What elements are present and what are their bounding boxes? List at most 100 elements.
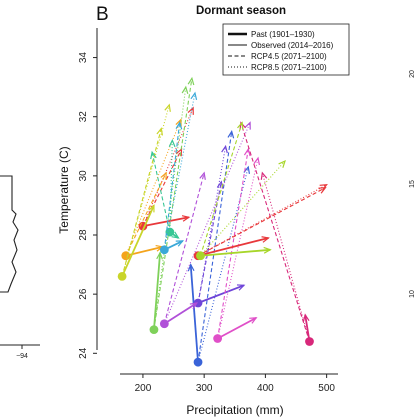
arrow-head xyxy=(190,91,198,101)
arrow-head xyxy=(189,302,199,310)
x-ticks: 200 300 400 500 xyxy=(135,374,335,394)
past-point xyxy=(305,337,314,346)
trajectory-series xyxy=(159,121,251,329)
arrow-head xyxy=(171,231,180,239)
arrow-head xyxy=(181,85,189,95)
y-ticks: 24 26 28 30 32 34 xyxy=(78,52,97,359)
arrow-head xyxy=(164,103,171,112)
arrow-head xyxy=(187,106,194,115)
y-tick-label: 24 xyxy=(78,347,89,359)
arrow-head xyxy=(237,121,244,130)
observed-arrow xyxy=(197,284,245,304)
rcp85-arrow xyxy=(142,107,194,227)
observed-arrow xyxy=(304,314,311,342)
past-point xyxy=(213,334,223,343)
plot-area xyxy=(117,76,328,367)
observed-arrow xyxy=(189,264,199,363)
arrow-head xyxy=(181,215,191,222)
arrow-head xyxy=(150,150,157,160)
arrow-head xyxy=(249,317,258,324)
x-tick-label: 300 xyxy=(196,383,213,394)
trajectory-series xyxy=(187,130,251,367)
arrow-head xyxy=(227,130,235,139)
arrow-head xyxy=(187,76,195,86)
arrow-head xyxy=(319,184,328,191)
arrow-head xyxy=(148,204,155,213)
arrow-head xyxy=(199,171,206,180)
past-point xyxy=(121,251,131,261)
trajectory-series xyxy=(193,184,328,261)
arrow-head xyxy=(263,246,272,254)
legend: Past (1901–1930) Observed (2014–2016) RC… xyxy=(222,23,350,76)
arrow-head xyxy=(236,284,246,291)
x-axis-title: Precipitation (mm) xyxy=(186,403,283,417)
past-point xyxy=(193,357,203,367)
legend-entry: Past (1901–1930) xyxy=(228,30,315,39)
rcp85-arrow xyxy=(197,166,249,363)
x-tick-label: 500 xyxy=(318,383,335,394)
rcp45-arrow xyxy=(217,149,249,339)
trajectory-series xyxy=(213,147,261,343)
y-axis-title: Temperature (C) xyxy=(57,146,71,233)
rcp85-arrow xyxy=(197,146,227,304)
arrow-head xyxy=(239,121,246,130)
left-panel-tick-label: −94 xyxy=(16,353,28,360)
past-point xyxy=(159,245,169,255)
past-point xyxy=(196,251,205,261)
legend-entry: RCP4.5 (2071–2100) xyxy=(228,52,327,61)
x-tick-label: 400 xyxy=(257,383,274,394)
trajectory-series xyxy=(149,76,195,335)
arrow-head xyxy=(302,313,310,322)
observed-arrow xyxy=(153,252,161,330)
past-point xyxy=(159,319,169,329)
y-tick-label: 26 xyxy=(78,288,89,300)
rcp45-arrow xyxy=(197,181,222,304)
y-tick-label: 32 xyxy=(78,111,89,123)
arrow-head xyxy=(243,147,251,157)
trajectory-series xyxy=(159,91,198,255)
right-panel-tick-label: 10 xyxy=(409,290,416,298)
panel-title: Dormant season xyxy=(196,5,286,17)
legend-label: Past (1901–1930) xyxy=(251,30,315,39)
legend-entry: RCP8.5 (2071–2100) xyxy=(228,63,327,72)
axes: 24 26 28 30 32 34 200 300 400 500 Temperature (C… xyxy=(57,28,338,417)
trajectory-series xyxy=(239,121,314,346)
arrow-head xyxy=(278,159,286,168)
x-tick-label: 200 xyxy=(135,383,152,394)
arrow-head xyxy=(156,251,163,260)
rcp45-arrow xyxy=(151,152,171,233)
arrow-head xyxy=(187,263,195,272)
region-outline xyxy=(0,175,19,293)
observed-arrow xyxy=(121,205,155,277)
rcp45-arrow xyxy=(121,128,162,277)
right-panel-tick-label: 20 xyxy=(409,70,416,78)
arrow-head xyxy=(175,240,185,247)
observed-arrow xyxy=(142,216,190,228)
y-tick-label: 30 xyxy=(78,170,89,182)
legend-label: RCP8.5 (2071–2100) xyxy=(251,63,327,72)
arrow-head xyxy=(175,121,183,130)
past-point xyxy=(117,272,127,281)
arrow-head xyxy=(260,171,268,180)
observed-arrow xyxy=(200,248,271,257)
y-tick-label: 28 xyxy=(78,229,89,241)
trajectory-series xyxy=(196,121,286,261)
panel-letter: B xyxy=(96,4,109,25)
arrow-head xyxy=(160,171,167,180)
observed-arrow xyxy=(163,302,198,325)
rcp45-arrow xyxy=(125,172,167,256)
rcp85-arrow xyxy=(197,184,327,257)
arrow-head xyxy=(221,144,228,154)
right-panel-tick-label: 15 xyxy=(409,180,416,188)
legend-label: Observed (2014–2016) xyxy=(251,41,334,50)
arrow-head xyxy=(318,186,327,194)
rcp85-arrow xyxy=(217,157,259,339)
right-panel-fragment: 20 15 10 xyxy=(409,70,416,298)
arrow-head xyxy=(168,138,176,148)
rcp45-arrow xyxy=(199,122,243,256)
rcp45-arrow xyxy=(240,122,311,342)
observed-arrow xyxy=(197,237,269,257)
rcp85-arrow xyxy=(261,172,311,342)
arrow-head xyxy=(244,121,251,130)
